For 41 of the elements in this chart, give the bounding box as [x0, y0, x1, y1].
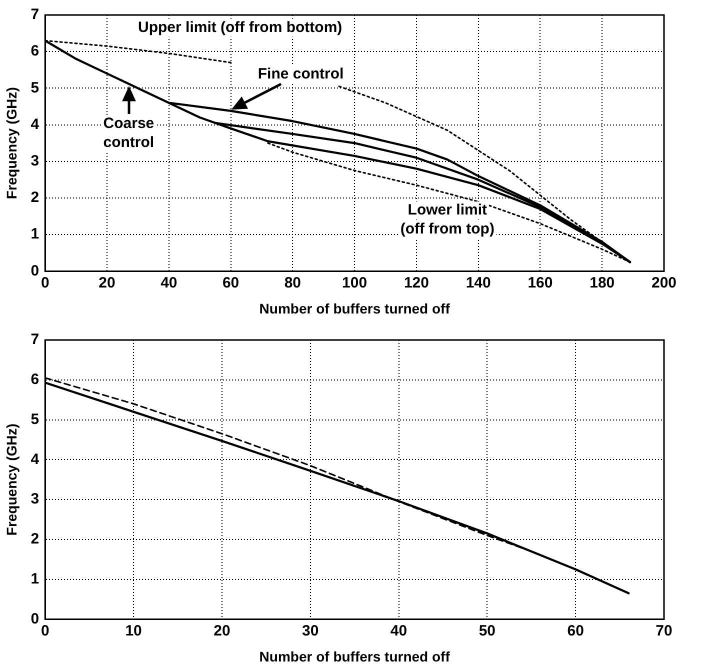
x-tick-label: 20	[98, 274, 116, 292]
x-tick-label: 30	[302, 622, 319, 640]
x-axis-title: Number of buffers turned off	[259, 648, 450, 664]
y-tick-label: 7	[30, 6, 40, 24]
x-tick-label: 10	[125, 622, 142, 640]
annotation: Upper limit (off from bottom)	[138, 18, 342, 36]
x-tick-label: 70	[656, 622, 672, 640]
x-tick-label: 40	[160, 274, 178, 292]
x-axis-title: Number of buffers turned off	[259, 300, 450, 316]
y-tick-label: 6	[30, 371, 40, 388]
x-tick-label: 100	[342, 274, 368, 292]
y-tick-label: 5	[30, 79, 40, 96]
y-tick-label: 5	[30, 410, 40, 428]
y-tick-label: 4	[30, 116, 40, 133]
y-tick-label: 6	[30, 42, 40, 60]
x-tick-label: 80	[284, 274, 302, 292]
annotation: Coarse control	[103, 115, 154, 152]
y-axis-title: Frequency (GHz)	[3, 87, 20, 200]
y-tick-label: 2	[30, 530, 40, 548]
y-tick-label: 4	[30, 450, 40, 468]
x-tick-label: 200	[651, 274, 677, 292]
x-tick-label: 60	[567, 622, 584, 640]
x-tick-label: 50	[478, 622, 496, 640]
x-tick-label: 140	[466, 274, 491, 292]
x-tick-label: 40	[390, 622, 408, 640]
y-tick-label: 3	[30, 152, 40, 170]
annotation: Lower limit (off from top)	[400, 202, 494, 238]
y-tick-label: 0	[30, 262, 40, 280]
y-axis-title: Frequency (GHz)	[3, 424, 20, 536]
annotation: Fine control	[258, 65, 344, 82]
y-tick-label: 1	[30, 570, 40, 588]
x-tick-label: 180	[590, 274, 615, 292]
x-tick-label: 160	[528, 274, 553, 292]
y-tick-label: 7	[30, 331, 40, 348]
y-tick-label: 3	[30, 490, 40, 508]
y-tick-label: 2	[30, 189, 40, 206]
x-tick-label: 60	[222, 274, 240, 292]
x-tick-label: 120	[404, 274, 429, 292]
x-tick-label: 20	[214, 622, 230, 640]
y-tick-label: 0	[30, 610, 40, 628]
y-tick-label: 1	[30, 226, 40, 243]
